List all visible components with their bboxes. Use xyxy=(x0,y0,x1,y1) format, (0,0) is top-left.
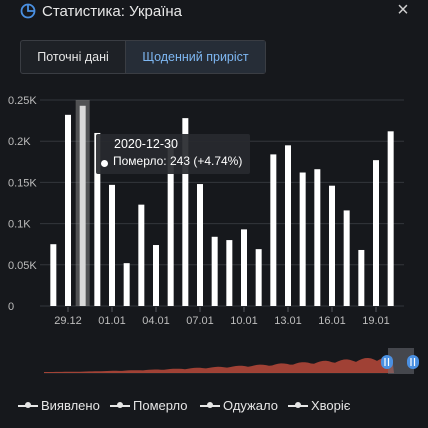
window-title: Статистика: Україна xyxy=(42,3,183,20)
bar-2021-01-08[interactable] xyxy=(211,236,218,306)
bar-2021-01-02[interactable] xyxy=(123,263,130,306)
legend-label: Виявлено xyxy=(41,398,100,413)
bar-2021-01-14[interactable] xyxy=(299,172,306,306)
tab-bar: Поточні дані Щоденний приріст xyxy=(20,40,266,74)
x-tick-label: 01.01 xyxy=(98,315,126,327)
legend-marker-icon xyxy=(110,402,130,408)
bar-2021-01-07[interactable] xyxy=(197,184,203,306)
x-tick-label: 10.01 xyxy=(230,315,258,327)
x-tick-label: 16.01 xyxy=(318,315,346,327)
x-tick-label: 07.01 xyxy=(186,315,214,327)
bar-2021-01-15[interactable] xyxy=(314,169,321,306)
bar-2020-12-30[interactable] xyxy=(79,105,86,306)
bar-2021-01-20[interactable] xyxy=(387,131,394,306)
chart-tooltip: 2020-12-30 Померло: 243 (+4.74%) xyxy=(96,134,250,174)
x-tick-label: 04.01 xyxy=(142,315,170,327)
tooltip-date: 2020-12-30 xyxy=(114,137,178,151)
bar-2021-01-13[interactable] xyxy=(285,145,291,306)
y-tick-label: 0.2K xyxy=(8,136,31,148)
tooltip-series-dot xyxy=(101,160,108,167)
legend-label: Померло xyxy=(133,398,188,413)
navigator-area xyxy=(44,356,394,373)
legend-label: Хворіє xyxy=(311,398,351,413)
bar-2021-01-03[interactable] xyxy=(138,204,145,306)
bar-2021-01-19[interactable] xyxy=(373,160,379,306)
y-tick-label: 0 xyxy=(8,301,14,313)
bar-2021-01-17[interactable] xyxy=(343,210,350,306)
bar-2021-01-09[interactable] xyxy=(226,240,233,306)
bar-2020-12-28[interactable] xyxy=(50,244,57,306)
bar-2021-01-01[interactable] xyxy=(109,184,115,306)
close-button[interactable]: × xyxy=(394,0,412,21)
legend-marker-icon xyxy=(288,402,308,408)
close-icon: × xyxy=(397,0,409,21)
navigator-right-handle[interactable] xyxy=(407,355,419,369)
x-tick-label: 19.01 xyxy=(362,315,390,327)
bar-2021-01-10[interactable] xyxy=(241,229,247,306)
range-navigator[interactable] xyxy=(0,346,428,386)
bar-2021-01-04[interactable] xyxy=(153,245,159,306)
window-header: Статистика: Україна × xyxy=(0,0,428,26)
bar-2021-01-18[interactable] xyxy=(358,249,365,306)
x-tick-label: 29.12 xyxy=(54,315,82,327)
bar-2021-01-05[interactable] xyxy=(167,140,174,306)
navigator-left-handle[interactable] xyxy=(381,355,393,369)
y-tick-label: 0.25K xyxy=(8,95,37,107)
legend-marker-icon xyxy=(18,402,38,408)
x-tick-label: 13.01 xyxy=(274,315,302,327)
bar-2021-01-06[interactable] xyxy=(182,118,189,307)
y-tick-label: 0.05K xyxy=(8,260,37,272)
y-tick-label: 0.15K xyxy=(8,177,37,189)
y-tick-label: 0.1K xyxy=(8,219,31,231)
bar-2020-12-29[interactable] xyxy=(65,114,71,306)
bar-2020-12-31[interactable] xyxy=(94,132,101,306)
legend-label: Одужало xyxy=(223,398,278,413)
daily-bar-chart: 0 0.05K 0.1K 0.15K 0.2K 0.25K 29.12 01.01 04.01… xyxy=(8,95,404,327)
bar-2021-01-16[interactable] xyxy=(329,185,335,306)
legend-marker-icon xyxy=(200,402,220,408)
pie-chart-icon xyxy=(20,3,36,19)
tab-current-data[interactable]: Поточні дані xyxy=(37,50,109,64)
tab-daily-growth[interactable]: Щоденний приріст xyxy=(125,41,265,73)
chart-legend: Виявлено Померло Одужало Хворіє xyxy=(0,396,428,416)
bar-2021-01-12[interactable] xyxy=(270,154,277,306)
bar-2021-01-11[interactable] xyxy=(255,249,262,306)
tooltip-value: Померло: 243 (+4.74%) xyxy=(113,154,243,168)
